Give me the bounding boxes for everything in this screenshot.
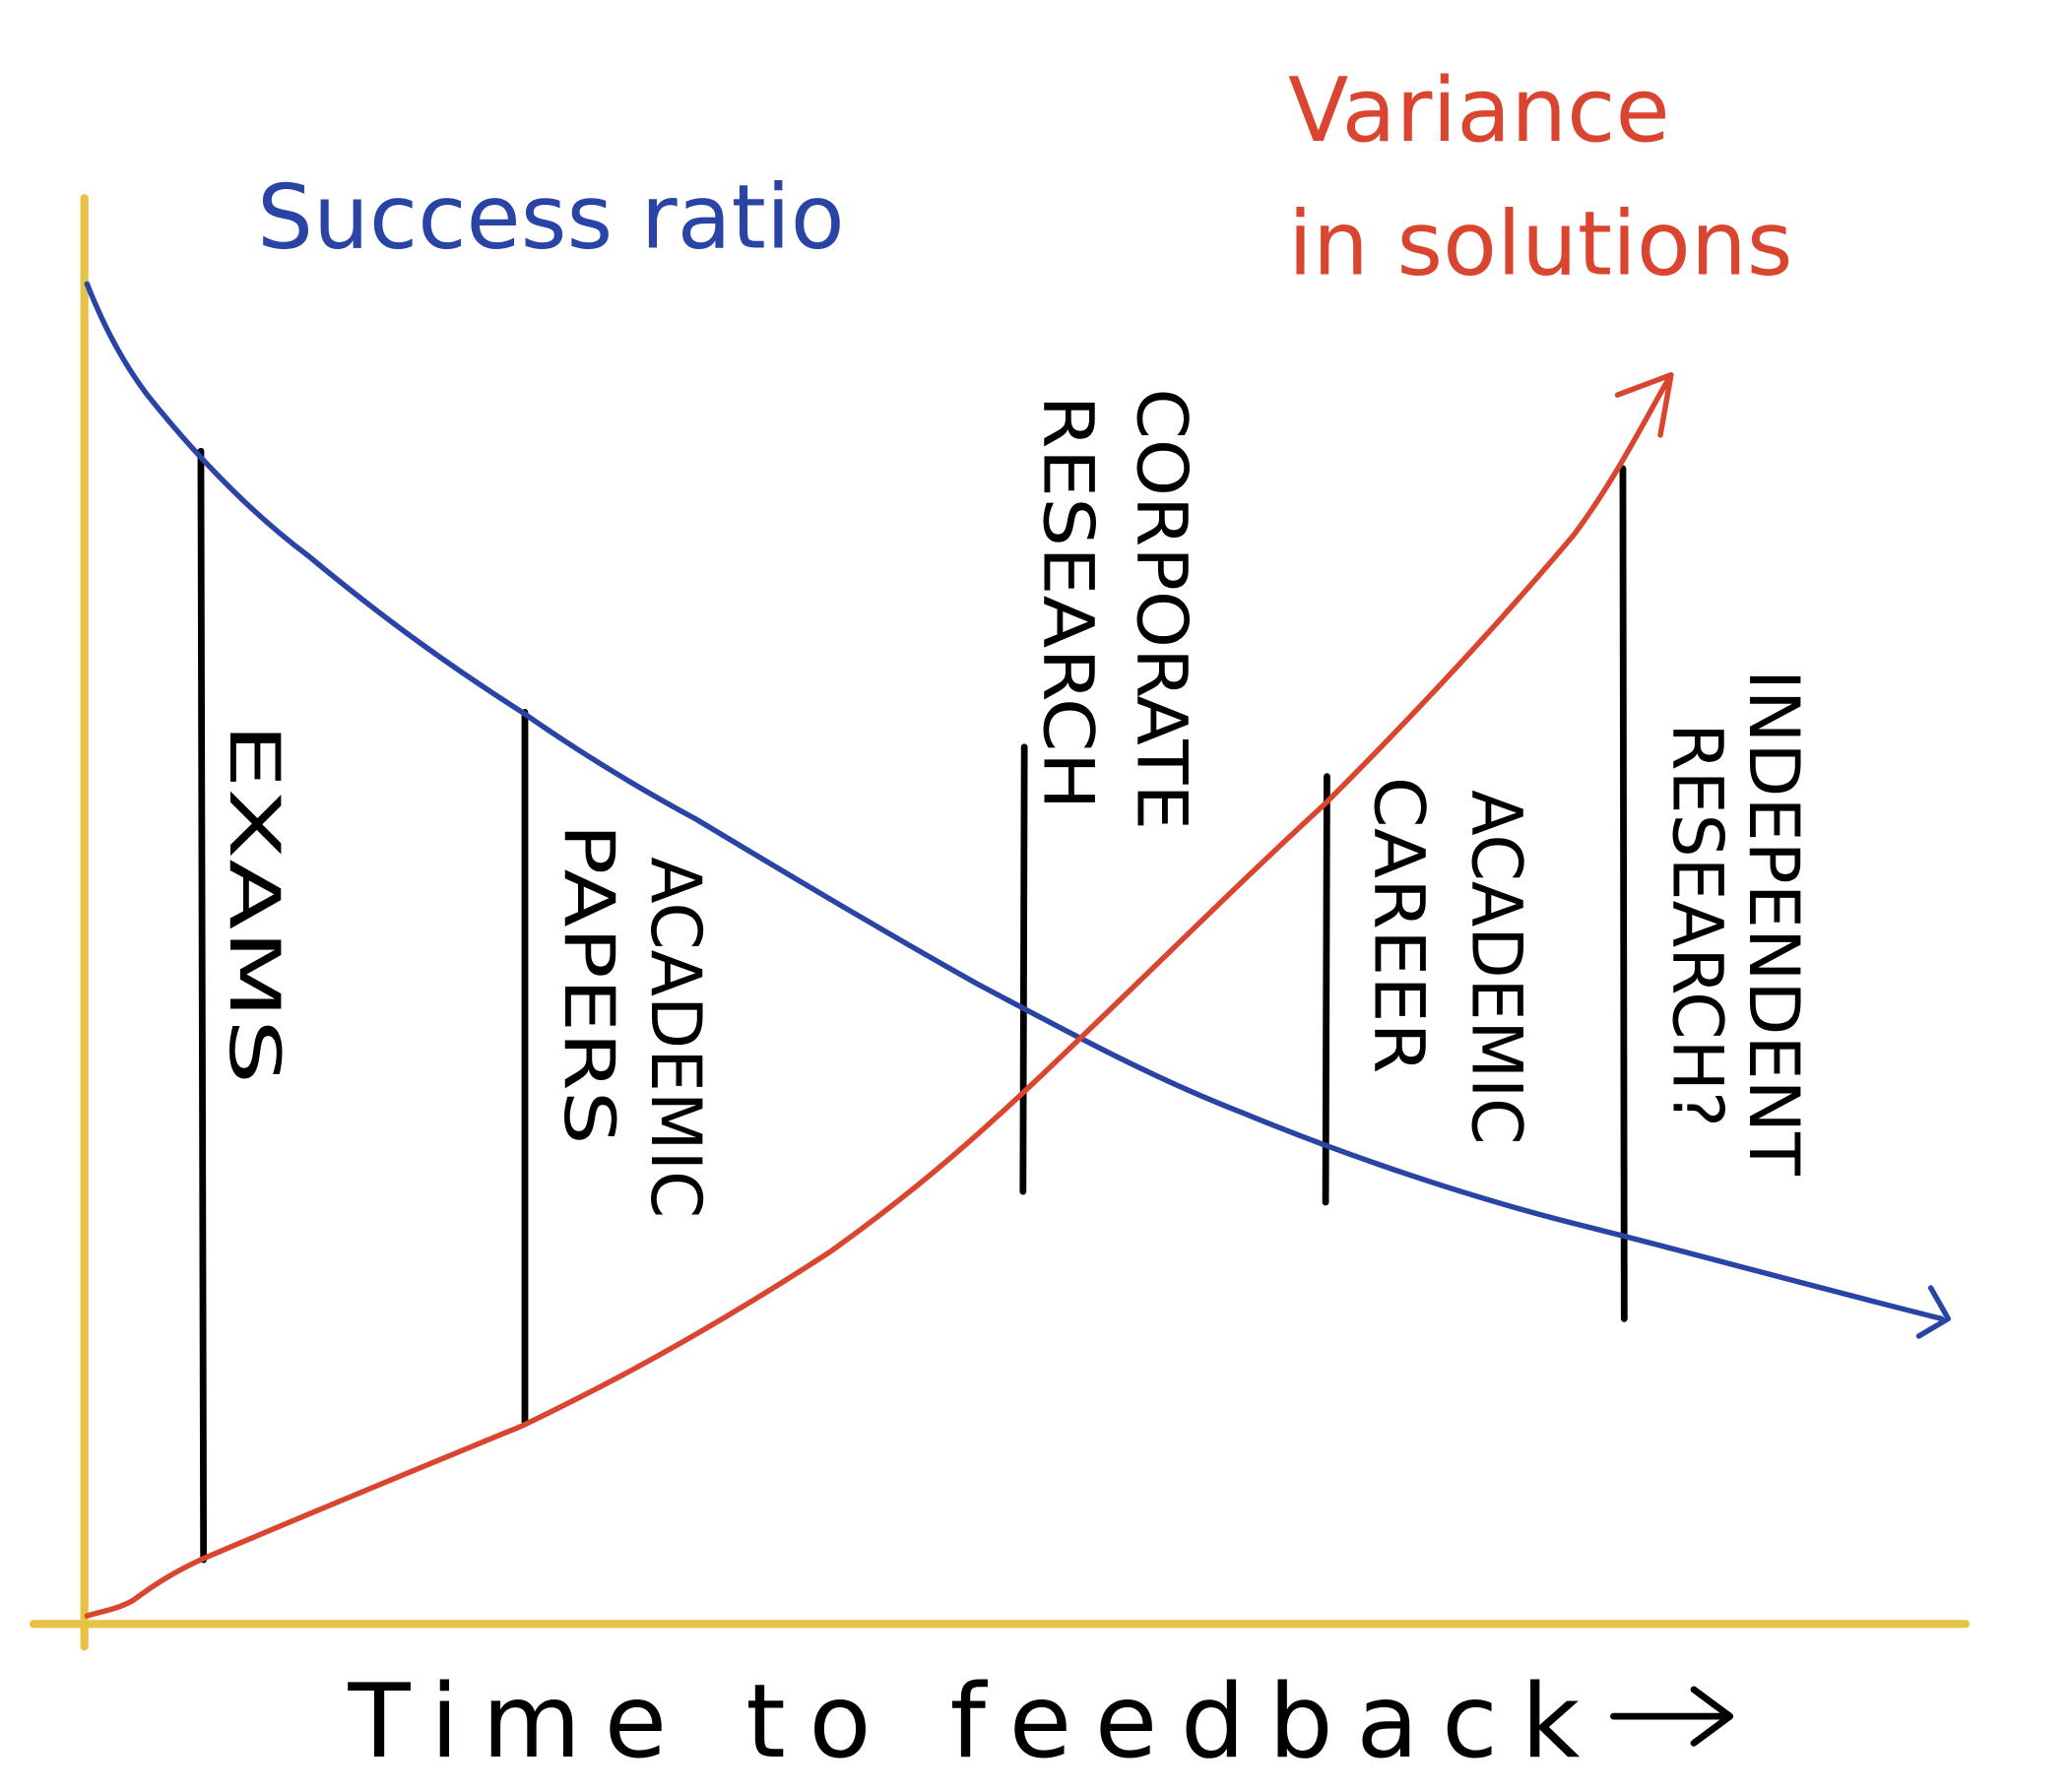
divider — [1619, 465, 1628, 1322]
region-label: INDEPENDENT — [1733, 670, 1815, 1177]
curve-label: Variance — [1288, 60, 1670, 162]
region-label: RESEARCH? — [1657, 723, 1739, 1127]
divider — [197, 447, 208, 1564]
arrowhead — [1915, 1285, 1952, 1339]
arrowhead — [1614, 371, 1674, 438]
region-label: CORPORATE — [1122, 388, 1203, 830]
region-label: PAPERS — [549, 823, 630, 1144]
region-label: ACADEMIC — [635, 857, 717, 1218]
curve-label: Success ratio — [257, 167, 845, 270]
curve-label: in solutions — [1288, 194, 1792, 296]
divider — [1019, 743, 1028, 1195]
axis-label: Time to feedback — [348, 1663, 1581, 1781]
arrow — [1610, 1686, 1734, 1747]
drawing: Success ratio Variance in solutions Time… — [29, 60, 1971, 1781]
region-label: CAREER — [1358, 777, 1440, 1074]
region-label: ACADEMIC — [1456, 790, 1538, 1144]
region-label: RESEARCH — [1028, 395, 1110, 810]
region-label: EXAMS — [214, 723, 295, 1084]
variance-curve — [84, 378, 1670, 1619]
success-curve — [84, 281, 1945, 1322]
